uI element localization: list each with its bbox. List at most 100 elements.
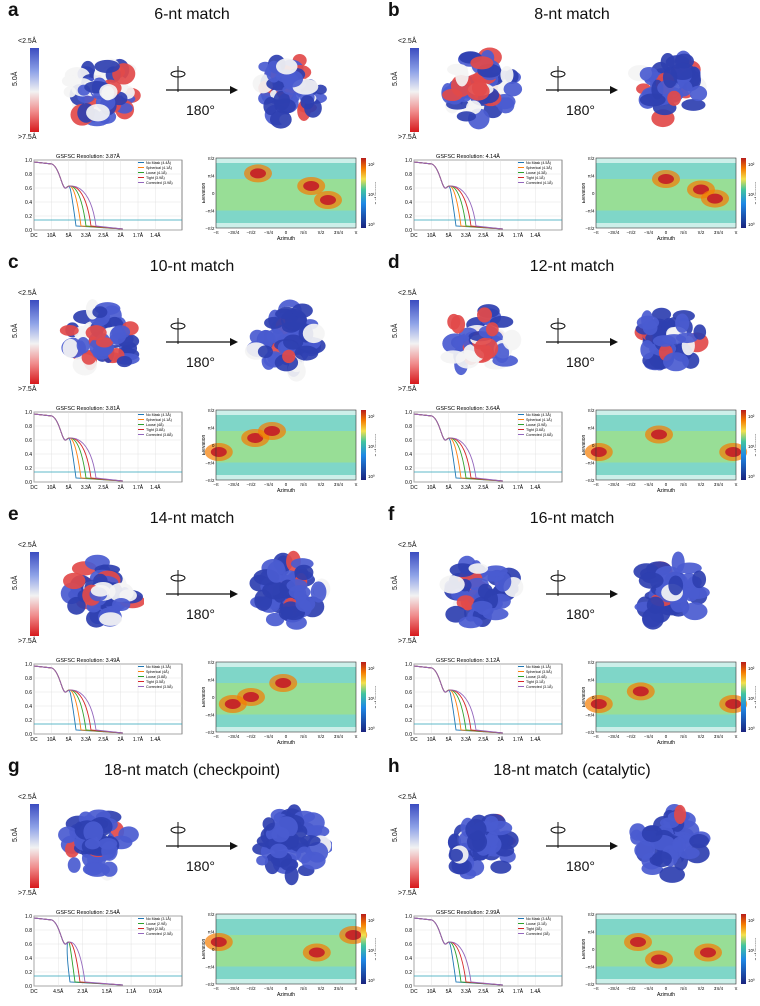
fsc-legend-entry: No Mask (3.1Å): [146, 916, 171, 921]
rotate-arrow-icon: [166, 822, 238, 850]
fsc-legend-entry: Loose (2.9Å): [146, 921, 167, 926]
ang-ylabel: Elevation: [582, 939, 587, 960]
fsc-ytick: 1.0: [25, 662, 32, 668]
fsc-xtick: 5Å: [446, 232, 453, 239]
ang-xlabel: Azimuth: [657, 740, 675, 746]
fsc-legend-entry: Loose (3.4Å): [526, 674, 547, 679]
ang-xtick: π: [354, 482, 357, 487]
fsc-ytick: 0.8: [25, 424, 32, 430]
fsc-xtick: 3.3Å: [81, 736, 92, 743]
cbar-tick: 10²: [368, 666, 375, 671]
fsc-xtick: 3.3Å: [461, 988, 472, 995]
ang-ytick: 0: [212, 443, 215, 448]
ang-xtick: π/2: [698, 230, 705, 235]
ang-xtick: −π: [213, 734, 219, 739]
resolution-colorbar: [410, 552, 419, 636]
scale-top-label: <2.5Å: [398, 290, 417, 297]
fsc-ytick: 0.8: [405, 424, 412, 430]
fsc-ytick: 0.0: [25, 984, 32, 990]
scale-bottom-label: >7.5Å: [398, 638, 417, 645]
fsc-xtick: DC: [30, 989, 38, 995]
ang-ytick: 0: [212, 191, 215, 196]
panel-label: d: [388, 252, 400, 273]
ang-xtick: −π/2: [626, 734, 636, 739]
angular-distribution-plot: −π −3π/4 −π/2 −π/4 0 π/4 π/2 3π/4 π Azimuth π/2 π/4…: [582, 156, 756, 242]
panel-title: 6-nt match: [154, 6, 230, 23]
fsc-ytick: 1.0: [405, 914, 412, 920]
panel-label: g: [8, 756, 20, 777]
fsc-legend-entry: No Mask (3.4Å): [526, 916, 551, 921]
fsc-ytick: 0.2: [405, 970, 412, 976]
panel-label: e: [8, 504, 19, 525]
ang-xtick: π/2: [318, 734, 325, 739]
rotation-label: 180°: [566, 354, 595, 370]
cbar-label: # of images: [754, 685, 756, 709]
ang-xtick: −3π/4: [228, 482, 240, 487]
angular-distribution-plot: −π −3π/4 −π/2 −π/4 0 π/4 π/2 3π/4 π Azimuth π/2 π/4…: [202, 408, 376, 494]
fsc-xtick: 1.4Å: [150, 484, 161, 491]
fsc-legend-entry: No Mask (4.3Å): [146, 664, 171, 669]
ang-ylabel: Elevation: [582, 435, 587, 456]
rotation-label: 180°: [186, 102, 215, 118]
fsc-ytick: 0.6: [405, 186, 412, 192]
ang-xtick: 3π/4: [334, 482, 344, 487]
fsc-legend-entry: Tight (3.5Å): [146, 679, 165, 684]
fsc-plot: GSFSC Resolution: 3.64Å 0.0 0.2 0.4 0.6 0.8 1.…: [405, 405, 563, 491]
fsc-xtick: 1.4Å: [530, 988, 541, 995]
panel-f: f 16-nt match <2.5Å 5.0Å >7.5Å 180° GSFSC Reso…: [388, 504, 756, 748]
fsc-xtick: 2.5Å: [98, 736, 109, 743]
ang-xtick: −π/4: [644, 734, 654, 739]
cbar-tick: 10²: [748, 666, 755, 671]
fsc-ytick: 0.2: [25, 466, 32, 472]
ang-ytick: π/2: [208, 660, 215, 665]
fsc-ytick: 1.0: [405, 662, 412, 668]
ang-ytick: −π/2: [205, 478, 215, 483]
scale-bottom-label: >7.5Å: [18, 134, 37, 141]
ang-xtick: −π: [593, 230, 599, 235]
ang-ylabel: Elevation: [202, 687, 207, 708]
ang-ytick: −π/2: [205, 982, 215, 987]
ang-ylabel: Elevation: [582, 687, 587, 708]
fsc-xtick: 1.7Å: [513, 232, 524, 239]
rotation-indicator: 180°: [158, 312, 240, 382]
fsc-legend-entry: Corrected (3.6Å): [526, 432, 553, 437]
density-map: [249, 550, 331, 630]
ang-xtick: 0: [665, 230, 668, 235]
fsc-xtick: DC: [410, 737, 418, 743]
ang-ytick: −π/4: [205, 965, 215, 970]
fsc-xtick: 3.3Å: [461, 484, 472, 491]
fsc-ytick: 0.8: [405, 928, 412, 934]
ang-xtick: π/2: [318, 986, 325, 991]
ang-xtick: 0: [665, 986, 668, 991]
rotation-indicator: 180°: [538, 564, 620, 634]
ang-xlabel: Azimuth: [657, 992, 675, 998]
scale-bottom-label: >7.5Å: [18, 890, 37, 897]
fsc-xtick: 2Å: [498, 736, 505, 743]
cbar-tick: 10⁰: [748, 474, 755, 479]
density-map: [629, 803, 711, 883]
ang-xtick: π/4: [680, 986, 687, 991]
rotation-indicator: 180°: [538, 60, 620, 130]
rotation-label: 180°: [566, 102, 595, 118]
cbar-tick: 10¹: [748, 696, 755, 701]
ang-xtick: −π/2: [626, 230, 636, 235]
ang-xtick: −π/4: [644, 986, 654, 991]
ang-xtick: −π/4: [644, 230, 654, 235]
fsc-xtick: 2.5Å: [478, 484, 489, 491]
rotate-arrow-icon: [166, 570, 238, 598]
panel-title: 8-nt match: [534, 6, 610, 23]
ang-xtick: π/2: [698, 986, 705, 991]
cbar-label: # of images: [754, 181, 756, 205]
ang-xtick: −3π/4: [608, 482, 620, 487]
ang-xtick: 0: [665, 734, 668, 739]
fsc-legend-entry: Corrected (3.8Å): [146, 432, 173, 437]
fsc-xtick: 4.5Å: [53, 988, 64, 995]
rotation-label: 180°: [186, 606, 215, 622]
ang-ytick: −π/4: [585, 209, 595, 214]
scale-top-label: <2.5Å: [398, 38, 417, 45]
cbar-tick: 10¹: [368, 696, 375, 701]
cbar-tick: 10²: [368, 414, 375, 419]
fsc-xtick: 10Å: [427, 484, 437, 491]
ang-xtick: 3π/4: [714, 482, 724, 487]
rotation-indicator: 180°: [538, 312, 620, 382]
